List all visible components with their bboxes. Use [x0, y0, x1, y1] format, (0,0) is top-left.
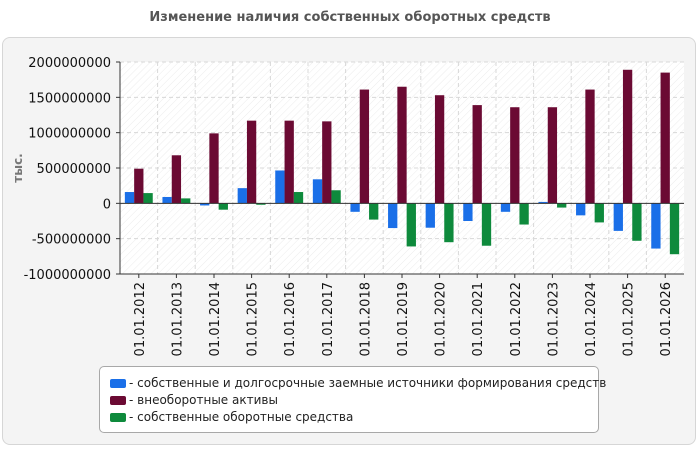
legend-label-noncurrent-assets: - внеоборотные активы	[129, 393, 278, 407]
bar-noncurrent-assets	[397, 86, 407, 204]
bar-noncurrent-assets	[171, 155, 182, 204]
x-tick-label: 01.01.2020	[434, 282, 449, 356]
legend-swatch-sources	[110, 379, 126, 388]
bar-noncurrent-assets	[547, 107, 558, 204]
bar-noncurrent-assets	[585, 89, 595, 204]
bar-sources	[350, 203, 360, 212]
y-tick-label: 0	[103, 197, 111, 212]
legend-label-working-capital: - собственные оборотные средства	[129, 410, 354, 424]
x-tick-label: 01.01.2022	[509, 282, 524, 356]
bar-sources	[463, 203, 473, 221]
x-tick-label: 01.01.2016	[283, 282, 298, 356]
x-tick-label: 01.01.2024	[584, 282, 599, 356]
bar-sources	[613, 203, 623, 231]
bar-working-capital	[218, 203, 228, 210]
x-tick-label: 01.01.2026	[659, 282, 674, 356]
bar-sources	[237, 188, 247, 204]
x-tick-label: 01.01.2021	[471, 282, 486, 356]
bar-noncurrent-assets	[322, 121, 332, 204]
bar-working-capital	[594, 203, 604, 223]
x-tick-label: 01.01.2018	[358, 282, 373, 356]
bar-sources	[200, 203, 210, 206]
legend-item-working-capital: - собственные оборотные средства	[110, 410, 353, 426]
bar-working-capital	[143, 193, 153, 204]
legend-swatch-working-capital	[110, 413, 126, 422]
bar-working-capital	[369, 203, 379, 220]
bar-noncurrent-assets	[472, 105, 482, 204]
bar-working-capital	[669, 203, 680, 255]
bar-working-capital	[406, 203, 416, 247]
legend-label-sources: - собственные и долгосрочные заемные ист…	[129, 376, 607, 390]
y-tick-label: 500000000	[37, 162, 111, 177]
bar-noncurrent-assets	[134, 168, 144, 204]
bar-sources	[388, 203, 398, 229]
bar-working-capital	[632, 203, 642, 241]
x-tick-label: 01.01.2025	[622, 282, 637, 356]
bar-noncurrent-assets	[510, 107, 520, 204]
bar-noncurrent-assets	[434, 95, 445, 204]
x-tick-label: 01.01.2023	[546, 282, 561, 356]
bar-working-capital	[557, 203, 567, 208]
bar-working-capital	[331, 190, 341, 204]
y-tick-label: -500000000	[32, 233, 111, 248]
bar-noncurrent-assets	[660, 72, 670, 204]
bar-noncurrent-assets	[246, 120, 257, 204]
bar-sources	[538, 201, 548, 204]
chart-title: Изменение наличия собственных оборотных …	[149, 10, 551, 25]
legend: - собственные и долгосрочные заемные ист…	[99, 366, 606, 433]
x-tick-label: 01.01.2013	[170, 282, 185, 356]
bar-sources	[124, 192, 135, 204]
y-axis-label: тыс.	[11, 153, 25, 182]
bar-sources	[500, 203, 511, 212]
bar-noncurrent-assets	[622, 69, 633, 204]
bar-sources	[312, 179, 323, 204]
x-tick-label: 01.01.2014	[208, 282, 223, 356]
x-tick-label: 01.01.2012	[133, 282, 148, 356]
bar-noncurrent-assets	[359, 89, 370, 204]
bar-working-capital	[481, 203, 492, 246]
bar-noncurrent-assets	[209, 133, 219, 204]
bar-working-capital	[181, 198, 191, 204]
bar-working-capital	[444, 203, 454, 243]
y-tick-label: 1000000000	[28, 127, 111, 142]
y-tick-label: 1500000000	[28, 91, 111, 106]
bar-noncurrent-assets	[284, 120, 294, 204]
bar-working-capital	[293, 192, 304, 204]
x-tick-label: 01.01.2017	[321, 282, 336, 356]
bar-sources	[275, 170, 285, 204]
x-tick-label: 01.01.2019	[396, 282, 411, 356]
bar-sources	[651, 203, 661, 249]
y-tick-label: 2000000000	[28, 56, 111, 71]
bar-sources	[425, 203, 435, 228]
legend-swatch-noncurrent-assets	[110, 396, 126, 405]
legend-item-noncurrent-assets: - внеоборотные активы	[110, 393, 278, 409]
bar-working-capital	[519, 203, 529, 225]
bar-working-capital	[256, 203, 266, 205]
x-tick-label: 01.01.2015	[246, 282, 261, 356]
y-tick-label: -1000000000	[24, 268, 111, 283]
bar-sources	[162, 196, 172, 204]
bar-sources	[576, 203, 586, 216]
legend-item-sources: - собственные и долгосрочные заемные ист…	[110, 376, 606, 392]
